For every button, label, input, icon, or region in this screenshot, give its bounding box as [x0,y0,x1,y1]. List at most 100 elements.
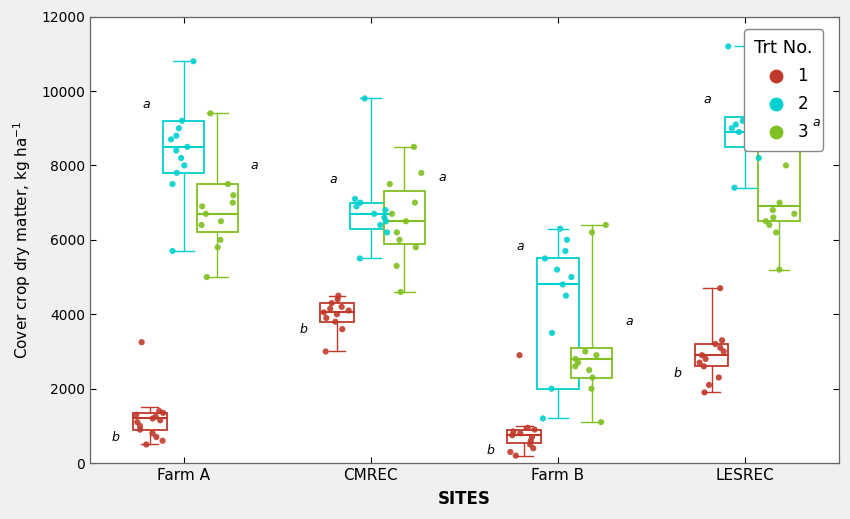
Point [348,195,362,203]
Point [196,202,209,211]
Legend: 1, 2, 3: 1, 2, 3 [745,30,823,152]
Point [146,414,160,422]
Bar [694,344,728,366]
Point [323,305,337,313]
Point [590,351,604,359]
Bar [196,184,238,233]
Point [133,422,147,430]
Point [569,362,582,371]
Point [383,180,397,188]
Point [393,236,406,244]
Point [787,210,801,218]
Point [175,117,189,125]
Point [503,448,517,456]
Point [213,236,227,244]
Point [751,109,764,117]
Point [699,355,712,363]
Point [407,143,421,151]
Point [349,202,363,211]
Point [550,265,564,274]
Point [767,213,780,222]
Point [773,198,786,207]
Point [380,228,394,237]
Point [697,362,711,371]
Point [390,262,404,270]
Point [221,180,235,188]
Point [752,154,766,162]
Point [317,308,331,317]
Point [759,217,773,225]
Bar [320,303,354,322]
Point [133,426,147,434]
Point [214,217,228,225]
Point [528,426,541,434]
Point [545,385,558,393]
Point [586,373,599,381]
Text: a: a [251,159,258,172]
Point [394,288,407,296]
Point [789,105,802,114]
Point [354,198,367,207]
Point [506,431,519,439]
Point [594,418,608,426]
Point [750,113,763,121]
Point [712,373,726,381]
Point [749,135,762,144]
Text: b: b [486,444,495,457]
Point [329,318,343,326]
Text: b: b [674,367,682,380]
Point [379,217,393,225]
Point [408,198,422,207]
Point [556,280,570,289]
Point [330,310,343,319]
Point [211,243,224,251]
Point [722,42,735,50]
Point [367,210,381,218]
Point [536,414,550,422]
Point [571,359,585,367]
Point [579,347,592,356]
Point [377,213,391,222]
Point [373,221,387,229]
Point [204,109,218,117]
Point [325,299,338,307]
Point [358,94,371,103]
Point [156,436,169,445]
Point [166,180,179,188]
Point [728,184,741,192]
Point [226,191,240,199]
Point [585,385,598,393]
Point [139,440,153,448]
Point [545,329,558,337]
Bar [537,258,579,389]
Point [513,429,527,438]
Point [599,221,613,229]
Point [342,306,355,315]
Point [135,338,149,346]
Bar [725,117,766,147]
Point [558,247,572,255]
Point [170,169,184,177]
Text: a: a [626,316,633,329]
Point [131,418,145,426]
Point [169,131,183,140]
Point [559,292,573,300]
Point [521,424,535,432]
Point [736,117,750,125]
Text: a: a [517,240,524,253]
Point [732,128,745,136]
Point [698,388,711,397]
Point [725,124,739,132]
Point [538,254,552,263]
Bar [350,202,391,229]
Bar [384,192,425,243]
Point [390,228,404,237]
Point [335,303,348,311]
Bar [507,430,541,443]
Point [172,124,185,132]
Point [146,429,160,438]
Point [149,413,162,421]
Point [174,154,188,162]
Point [693,359,706,367]
Point [564,273,578,281]
